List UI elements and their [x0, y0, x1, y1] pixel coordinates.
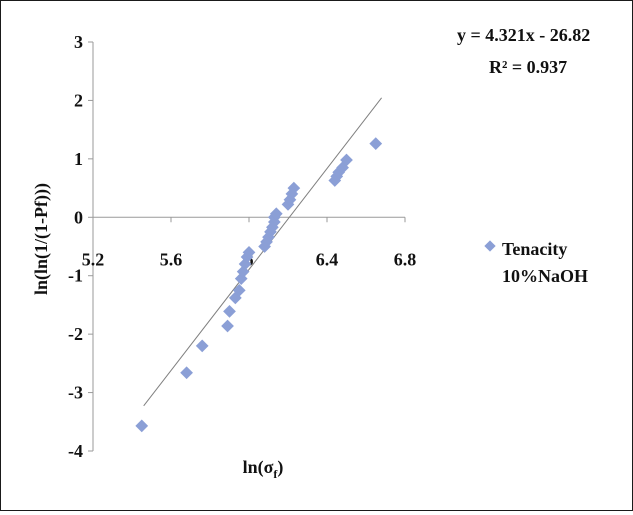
data-point: [221, 319, 234, 333]
data-point: [242, 245, 256, 259]
legend-marker: [484, 240, 496, 252]
y-tick-label: 1: [74, 149, 83, 169]
x-tick-label: 6.4: [316, 249, 339, 269]
y-axis-label: ln(ln(1/(1-Pf))): [31, 183, 52, 295]
data-point: [340, 153, 353, 167]
data-point: [287, 181, 301, 195]
data-point: [223, 304, 236, 318]
trendline-layer: [143, 97, 382, 407]
x-axis-label-main: ln(σ: [243, 457, 274, 478]
r-squared-label: R² = 0.937: [489, 57, 567, 77]
equation-label: y = 4.321x - 26.82: [457, 25, 590, 45]
y-tick-label: -4: [68, 441, 83, 461]
x-tick-label: 5.6: [160, 249, 183, 269]
y-tick-label: -2: [68, 324, 83, 344]
x-axis-label-close: ): [277, 457, 283, 478]
x-tick-label: 5.2: [82, 249, 105, 269]
y-tick-label: -1: [68, 266, 83, 286]
data-point: [232, 283, 246, 297]
y-tick-label: 0: [74, 207, 83, 227]
data-point: [269, 207, 283, 221]
data-points-layer: [135, 137, 383, 433]
y-tick-label: 2: [74, 90, 83, 110]
y-tick-label: -3: [68, 383, 83, 403]
legend: Tenacity 10%NaOH: [484, 239, 588, 286]
trendline: [143, 97, 382, 407]
data-point: [369, 137, 383, 151]
y-tick-label: 3: [74, 32, 83, 52]
legend-label-line2: 10%NaOH: [502, 266, 588, 286]
data-point: [135, 419, 149, 433]
x-axis-label-subscript: f: [273, 467, 278, 481]
data-point: [195, 339, 209, 353]
x-tick-label: 6.8: [394, 249, 417, 269]
legend-label-line1: Tenacity: [502, 239, 567, 259]
x-axis-label: ln(σf): [243, 457, 284, 481]
data-point: [180, 366, 193, 380]
